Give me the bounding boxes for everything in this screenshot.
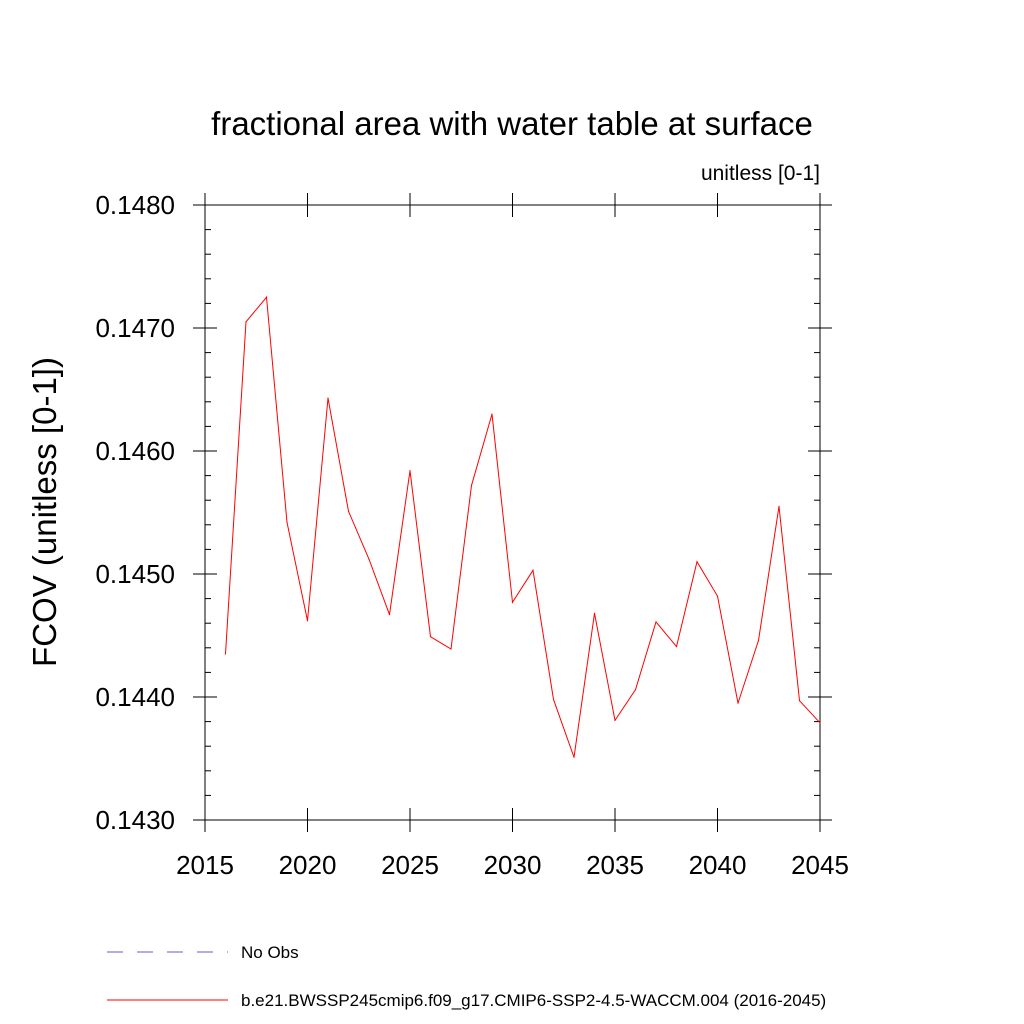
data-point: [265, 296, 268, 298]
data-point: [757, 639, 760, 642]
data-point: [655, 621, 657, 623]
data-point: [593, 612, 596, 614]
data-point: [696, 561, 698, 563]
x-tick-label: 2040: [689, 850, 747, 880]
data-point: [819, 722, 821, 724]
x-tick-label: 2020: [279, 850, 337, 880]
data-point: [306, 620, 309, 622]
data-point: [368, 558, 370, 560]
data-point: [552, 698, 555, 701]
data-point: [778, 505, 780, 507]
data-point: [429, 636, 432, 638]
data-point: [409, 470, 411, 472]
x-tick-label: 2035: [586, 850, 644, 880]
data-point: [798, 700, 801, 702]
legend: No Obs b.e21.BWSSP245cmip6.f09_g17.CMIP6-…: [107, 943, 826, 1010]
x-tick-label: 2015: [176, 850, 234, 880]
series-layer: [224, 296, 821, 758]
x-tick-label: 2025: [381, 850, 439, 880]
chart-title: fractional area with water table at surf…: [211, 105, 813, 142]
data-point: [347, 510, 350, 512]
y-tick-label: 0.1440: [95, 682, 175, 712]
data-point: [573, 756, 575, 758]
y-tick-label: 0.1450: [95, 559, 175, 589]
data-point: [388, 613, 391, 616]
data-point: [286, 521, 288, 523]
x-tick-label: 2045: [791, 850, 849, 880]
chart-subtitle: unitless [0-1]: [701, 162, 820, 185]
data-point: [511, 601, 514, 603]
data-point: [470, 484, 473, 487]
y-tick-label: 0.1460: [95, 436, 175, 466]
data-point: [634, 689, 637, 691]
x-tick-label: 2030: [484, 850, 542, 880]
legend-label-1: b.e21.BWSSP245cmip6.f09_g17.CMIP6-SSP2-4…: [241, 991, 826, 1010]
data-point: [245, 321, 247, 323]
y-tick-label: 0.1480: [95, 190, 175, 220]
axis-ticks: 2015 2020 2025 2030 2035 2040 2045 0.1430 0.1440…: [95, 190, 848, 880]
y-tick-label: 0.1430: [95, 805, 175, 835]
plot-frame: [204, 204, 821, 821]
data-point: [224, 653, 227, 655]
data-point: [675, 645, 678, 648]
data-point: [716, 595, 719, 597]
data-point: [614, 719, 616, 721]
data-point: [532, 569, 534, 571]
y-tick-label: 0.1470: [95, 313, 175, 343]
y-axis-label: FCOV (unitless [0-1]): [26, 357, 63, 667]
data-point: [737, 702, 739, 704]
series-line-0: [225, 296, 821, 758]
data-point: [491, 413, 493, 415]
data-point: [327, 397, 329, 399]
legend-label-0: No Obs: [241, 943, 299, 962]
data-point: [450, 648, 452, 650]
